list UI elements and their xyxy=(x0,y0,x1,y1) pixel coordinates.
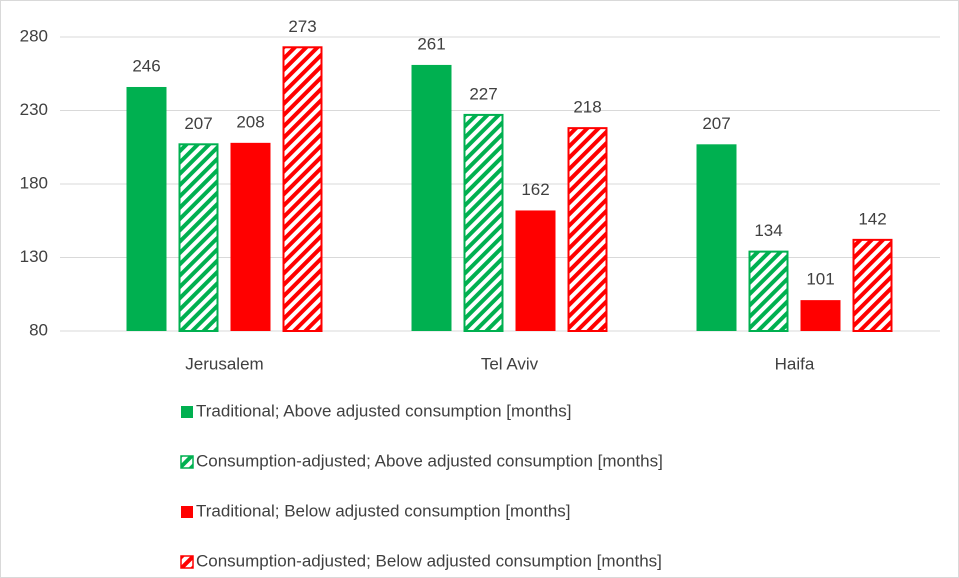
y-tick-label: 280 xyxy=(20,26,48,45)
y-tick-label: 130 xyxy=(20,247,48,266)
bar xyxy=(696,144,737,331)
bar xyxy=(126,86,167,331)
legend-label: Consumption-adjusted; Below adjusted con… xyxy=(196,551,662,570)
legend-swatch xyxy=(180,455,194,469)
legend-label: Consumption-adjusted; Above adjusted con… xyxy=(196,451,663,470)
bar xyxy=(852,238,893,332)
data-label: 261 xyxy=(417,34,445,53)
data-label: 207 xyxy=(702,114,730,133)
x-tick-label: Jerusalem xyxy=(185,354,263,373)
data-label: 208 xyxy=(236,112,264,131)
bar xyxy=(178,143,219,332)
legend-swatch xyxy=(181,506,193,518)
data-label: 207 xyxy=(184,114,212,133)
data-label: 162 xyxy=(521,180,549,199)
data-label: 273 xyxy=(288,17,316,36)
y-tick-label: 230 xyxy=(20,100,48,119)
data-label: 218 xyxy=(573,98,601,117)
data-label: 227 xyxy=(469,84,497,103)
bar xyxy=(411,64,452,332)
data-label: 101 xyxy=(806,270,834,289)
x-tick-label: Haifa xyxy=(775,354,815,373)
bar xyxy=(463,113,504,332)
legend-label: Traditional; Below adjusted consumption … xyxy=(196,501,571,520)
x-tick-label: Tel Aviv xyxy=(481,354,539,373)
bar xyxy=(515,210,556,331)
data-label: 142 xyxy=(858,209,886,228)
legend-label: Traditional; Above adjusted consumption … xyxy=(196,401,571,420)
legend-swatch xyxy=(180,555,194,569)
bar xyxy=(230,142,271,331)
y-tick-label: 80 xyxy=(29,320,48,339)
y-tick-label: 180 xyxy=(20,173,48,192)
data-label: 134 xyxy=(754,221,782,240)
data-label: 246 xyxy=(132,56,160,75)
bar xyxy=(567,127,608,332)
legend-swatch xyxy=(181,406,193,418)
bar xyxy=(282,46,323,332)
bar xyxy=(800,300,841,331)
bar xyxy=(748,250,789,332)
